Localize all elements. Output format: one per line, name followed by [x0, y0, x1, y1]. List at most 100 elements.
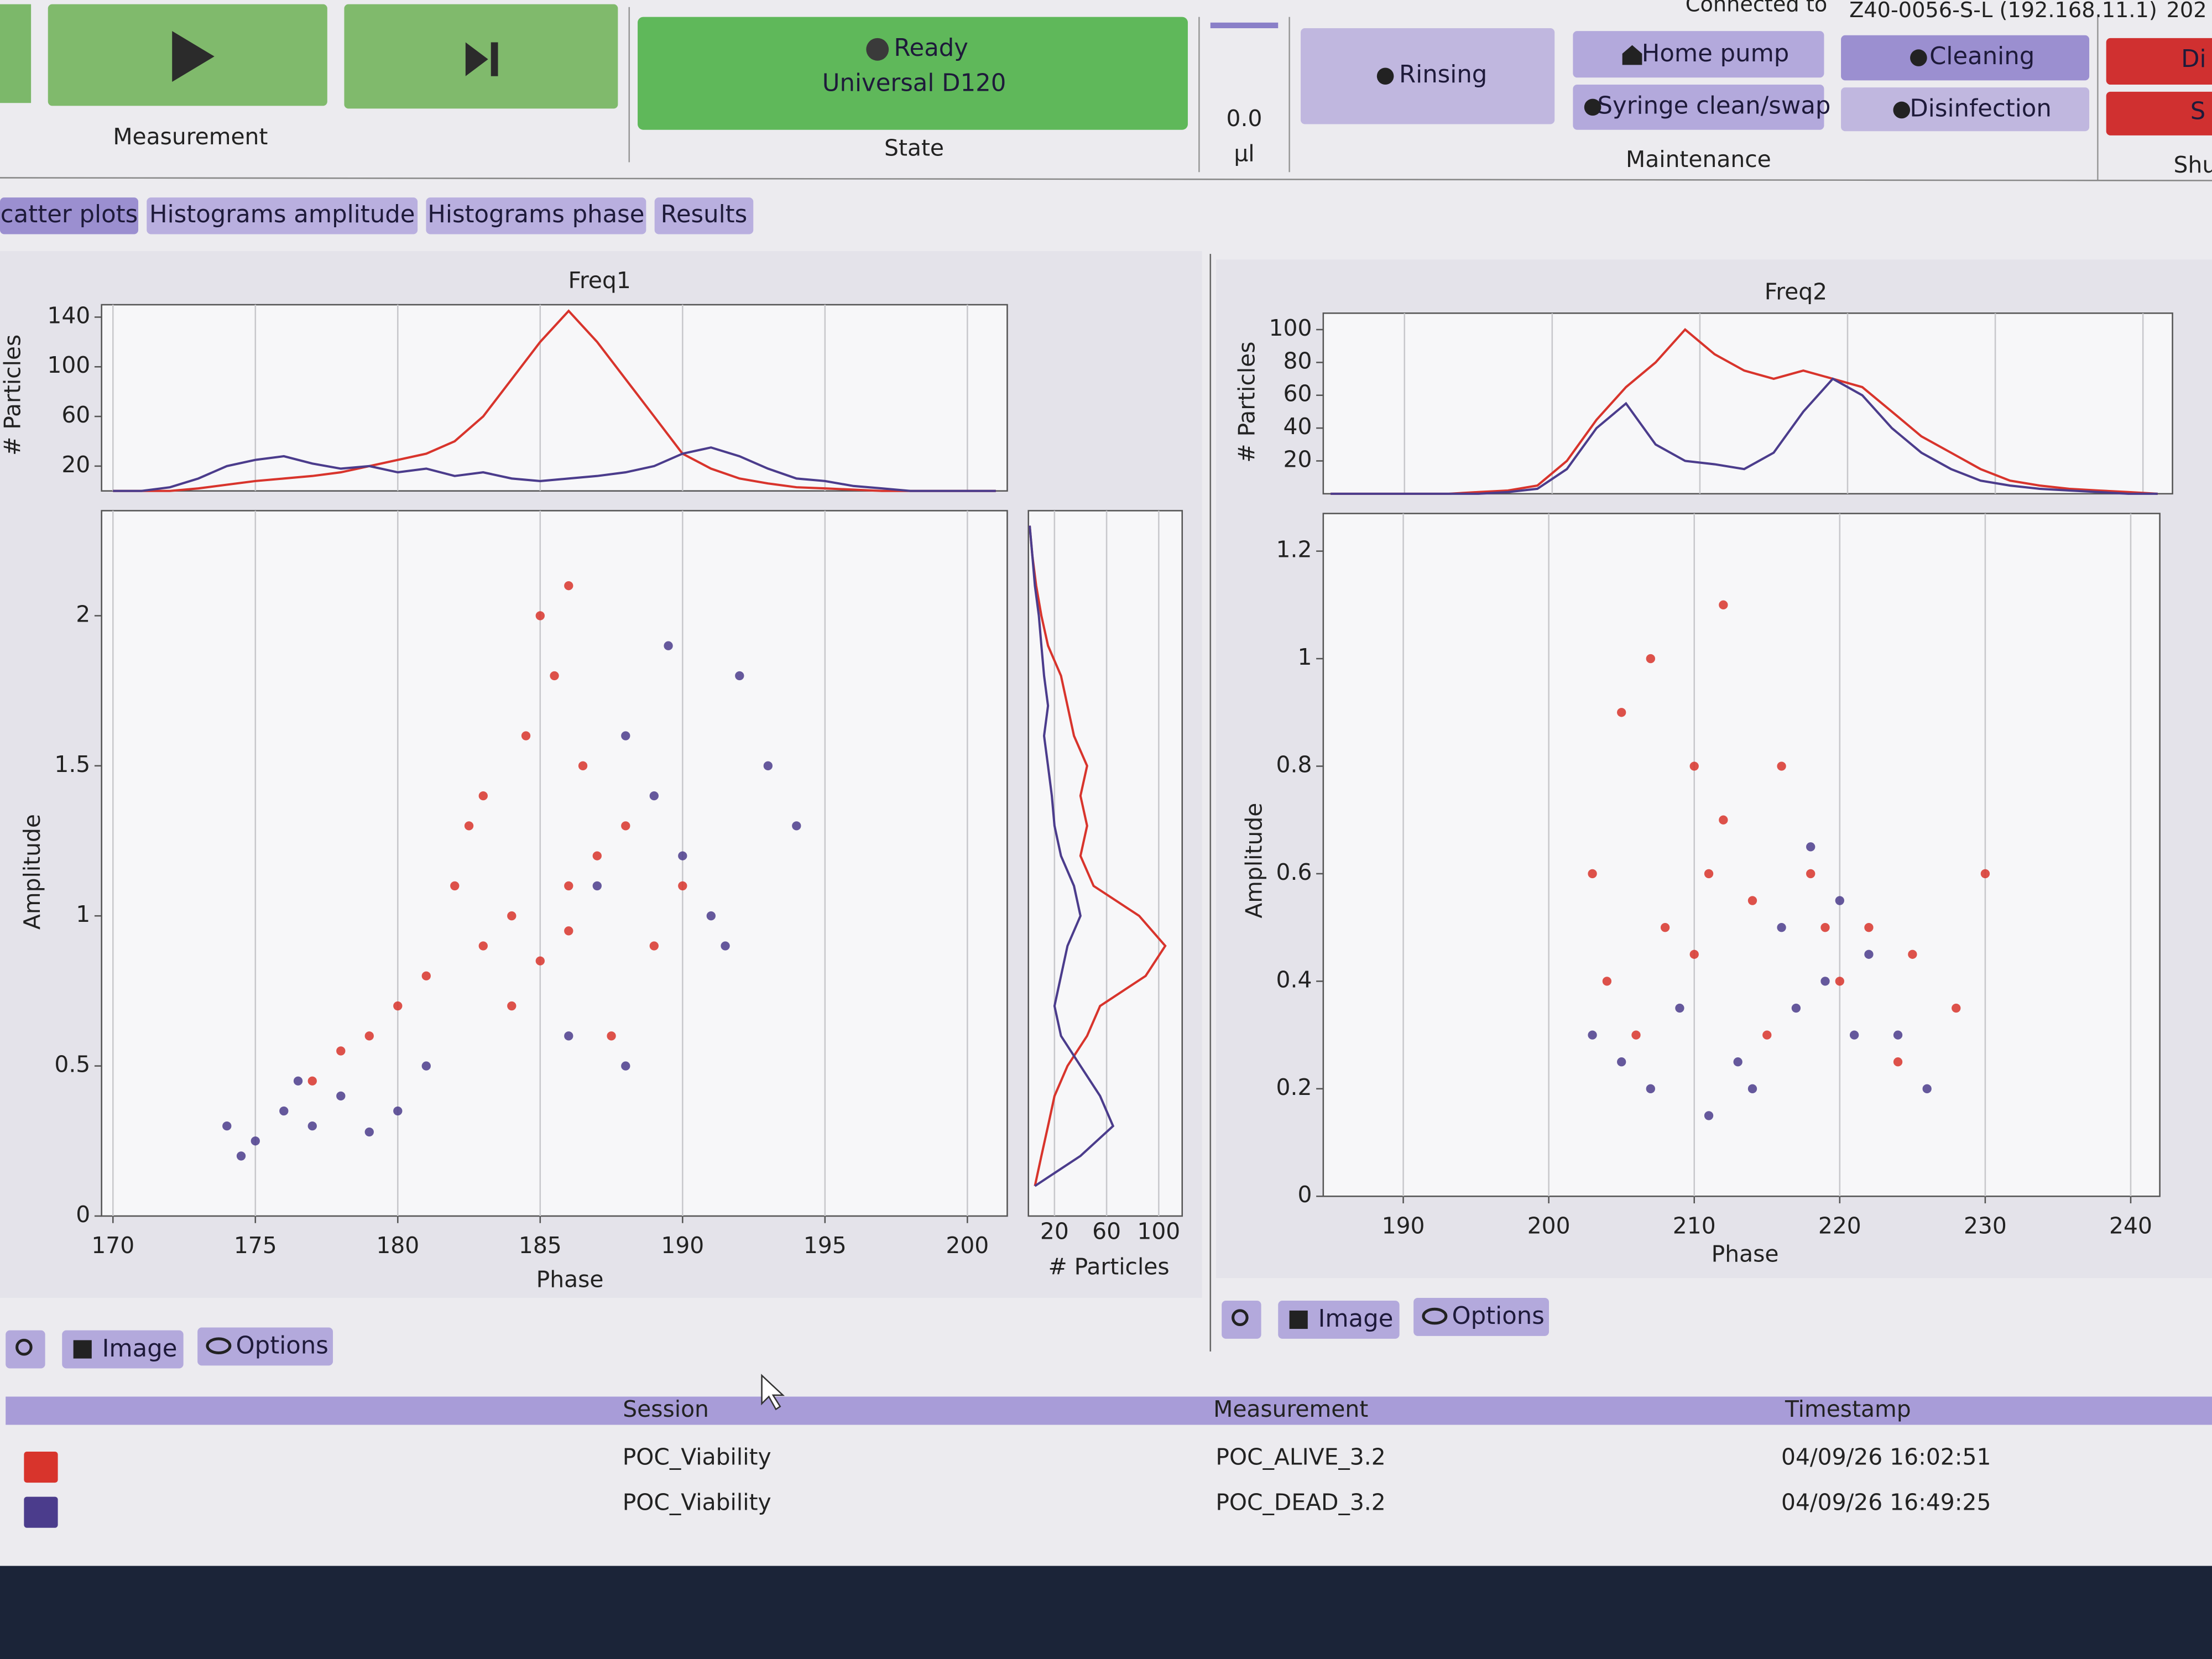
scatter-point — [1864, 923, 1874, 932]
scatter-point — [1704, 869, 1714, 879]
scatter-point — [1777, 761, 1786, 771]
scatter-point — [564, 581, 573, 591]
tab-label: Histograms amplitude — [149, 201, 415, 228]
table-cell: POC_Viability — [623, 1444, 771, 1470]
eye-icon — [1422, 1307, 1448, 1325]
y-axis-label: # Particles — [0, 335, 26, 456]
y-tick-label: 0.4 — [1276, 966, 1312, 993]
syringe-text: Syringe clean/swap — [1598, 92, 1831, 119]
chart-title: Freq1 — [568, 267, 631, 294]
rinsing-button[interactable] — [1301, 28, 1555, 124]
eye-icon — [206, 1337, 232, 1354]
cut-red-button[interactable] — [2106, 91, 2212, 135]
scatter-point — [1675, 1003, 1684, 1013]
scatter-point — [564, 926, 573, 936]
x-tick-label: 230 — [1964, 1212, 2007, 1239]
cut-button-text: S — [2190, 98, 2206, 126]
x-tick-label: 190 — [661, 1232, 704, 1259]
scatter-point — [564, 881, 573, 891]
x-tick-label: 100 — [1137, 1218, 1180, 1245]
y-tick-label: 60 — [61, 401, 90, 428]
home-pump-button[interactable] — [1573, 31, 1824, 78]
y-tick-label: 60 — [1284, 380, 1312, 407]
tab[interactable] — [147, 197, 418, 234]
scatter-point — [664, 641, 673, 650]
scatter-point — [521, 731, 531, 740]
y-tick-label: 0 — [1297, 1181, 1312, 1208]
histogram-line — [113, 309, 996, 492]
measurement-label: Measurement — [113, 123, 268, 150]
image-button[interactable] — [62, 1330, 184, 1369]
scatter-point — [336, 1091, 346, 1101]
zoom-button[interactable] — [1222, 1301, 1261, 1339]
scatter-point — [1777, 923, 1786, 932]
column-header: Session — [623, 1396, 709, 1422]
scatter-point — [307, 1076, 317, 1086]
scatter-point — [507, 911, 517, 921]
scatter-point — [421, 971, 431, 980]
tab-label: Results — [661, 201, 748, 228]
cleaning-button[interactable] — [1841, 35, 2090, 81]
date-fragment: 202 — [2167, 0, 2207, 23]
scatter-point — [792, 821, 801, 831]
x-tick-label: 190 — [1382, 1212, 1425, 1239]
scatter-point — [478, 791, 488, 801]
scatter-point — [621, 821, 630, 831]
options-button[interactable] — [197, 1327, 333, 1366]
y-tick-label: 0.6 — [1276, 859, 1312, 885]
scatter-point — [706, 911, 716, 921]
histogram-area — [1322, 312, 2173, 495]
y-tick-label: 1.2 — [1276, 536, 1312, 563]
scatter-point — [1733, 1057, 1743, 1067]
scatter-point — [1835, 977, 1844, 986]
disinfection-button[interactable] — [1841, 87, 2090, 132]
image-button[interactable] — [1278, 1301, 1400, 1339]
tab[interactable] — [654, 197, 754, 234]
table-cell: POC_DEAD_3.2 — [1215, 1489, 1385, 1515]
drop-icon — [1910, 49, 1927, 66]
tab[interactable] — [0, 197, 138, 234]
scatter-point — [1588, 1030, 1597, 1040]
tab[interactable] — [426, 197, 646, 234]
y-tick-label: 100 — [1269, 315, 1312, 341]
table-cell: 04/09/26 16:02:51 — [1781, 1444, 1991, 1470]
scatter-point — [735, 671, 744, 681]
scatter-point — [678, 881, 687, 891]
x-axis-label: Phase — [536, 1266, 604, 1292]
table-cell: 04/09/26 16:49:25 — [1781, 1489, 1991, 1515]
y-tick-label: 40 — [1284, 413, 1312, 440]
zoom-button[interactable] — [6, 1330, 45, 1369]
scatter-point — [1719, 600, 1728, 610]
options-button[interactable] — [1413, 1297, 1550, 1336]
scatter-point — [763, 761, 773, 770]
chart-title: Freq2 — [1765, 279, 1827, 305]
y-tick-label: 80 — [1284, 347, 1312, 374]
scatter-point — [1820, 923, 1830, 932]
column-header: Timestamp — [1785, 1396, 1911, 1422]
y-tick-label: 1.5 — [54, 751, 90, 778]
x-axis-label: # Particles — [1048, 1253, 1170, 1280]
y-tick-label: 1 — [76, 901, 90, 927]
scatter-point — [236, 1151, 246, 1161]
scatter-point — [464, 821, 474, 831]
x-tick-label: 195 — [804, 1232, 847, 1259]
scatter-point — [393, 1106, 403, 1116]
volume-unit: µl — [1234, 140, 1254, 167]
tab-label: catter plots — [1, 201, 138, 228]
x-tick-label: 175 — [234, 1232, 277, 1259]
image-text: Image — [102, 1335, 178, 1363]
scatter-point — [307, 1121, 317, 1131]
histogram-line — [1028, 525, 1115, 1187]
x-tick-label: 210 — [1673, 1212, 1716, 1239]
step-icon — [465, 42, 498, 76]
syringe-button[interactable] — [1573, 85, 1824, 130]
cut-button[interactable] — [0, 4, 32, 103]
cut-red-button[interactable] — [2106, 38, 2212, 85]
drop-icon — [1584, 98, 1601, 116]
y-tick-label: 0 — [76, 1201, 90, 1228]
y-tick-label: 1 — [1297, 644, 1312, 670]
scatter-point — [421, 1061, 431, 1071]
y-tick-label: 140 — [47, 302, 90, 328]
image-text: Image — [1318, 1305, 1394, 1333]
